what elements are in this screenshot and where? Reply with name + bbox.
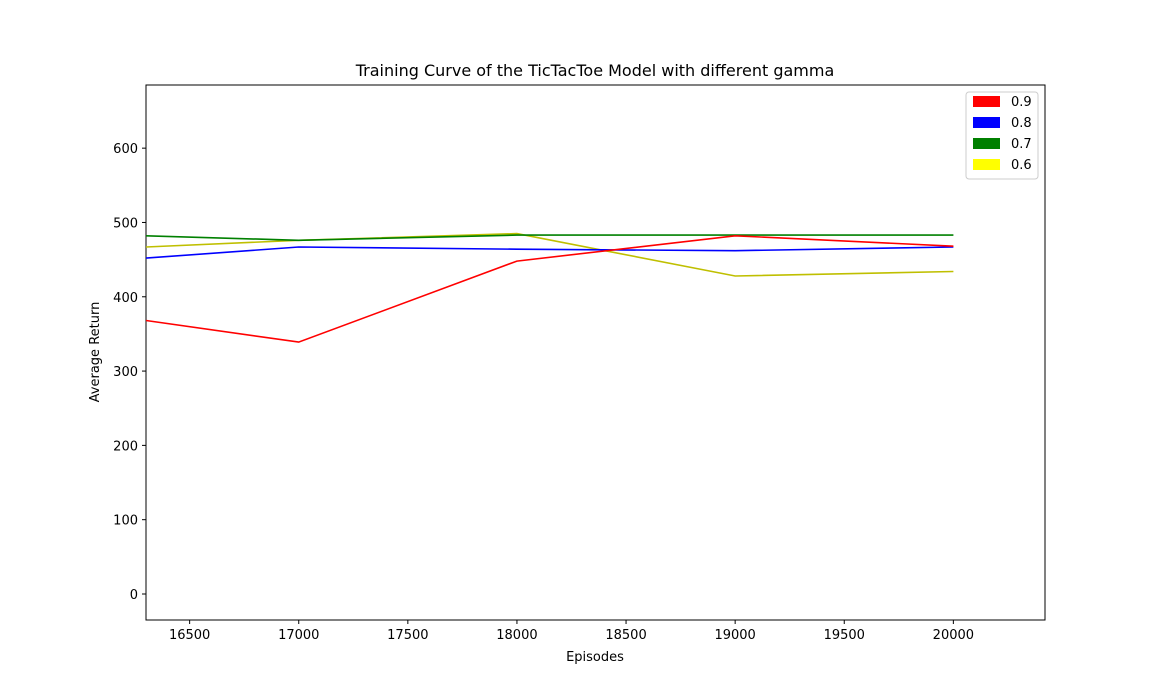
series-layer xyxy=(145,232,954,343)
x-tick-label: 18000 xyxy=(496,628,537,643)
series-line-0.7 xyxy=(145,234,954,242)
legend-label: 0.7 xyxy=(1011,137,1032,152)
x-axis-ticks: 16500 17000 17500 18000 18500 19000 19500 20000 xyxy=(169,620,974,643)
legend-box xyxy=(965,91,1039,180)
legend: 0.9 0.8 0.7 0.6 xyxy=(965,91,1039,180)
y-tick-label: 600 xyxy=(113,142,138,157)
y-tick-label: 200 xyxy=(113,439,138,454)
legend-label: 0.8 xyxy=(1011,116,1032,131)
legend-items: 0.9 0.8 0.7 0.6 xyxy=(973,95,1032,173)
chart-title: Training Curve of the TicTacToe Model wi… xyxy=(355,61,835,80)
x-tick-label: 16500 xyxy=(169,628,210,643)
legend-swatch xyxy=(973,96,1000,107)
series-line-0.6 xyxy=(145,232,954,277)
x-tick-label: 17000 xyxy=(278,628,319,643)
x-tick-label: 20000 xyxy=(933,628,974,643)
y-tick-label: 0 xyxy=(130,588,138,603)
legend-swatch xyxy=(973,159,1000,170)
plot-frame xyxy=(145,84,1046,621)
x-tick-label: 19500 xyxy=(824,628,865,643)
y-axis-label: Average Return xyxy=(88,302,103,403)
x-tick-label: 19000 xyxy=(714,628,755,643)
legend-label: 0.9 xyxy=(1011,95,1032,110)
y-axis-ticks: 0 100 200 300 400 500 600 xyxy=(113,142,146,603)
x-tick-label: 17500 xyxy=(387,628,428,643)
x-tick-label: 18500 xyxy=(605,628,646,643)
series-line-0.8 xyxy=(145,246,954,259)
y-tick-label: 400 xyxy=(113,291,138,306)
y-tick-label: 100 xyxy=(113,514,138,529)
y-tick-label: 500 xyxy=(113,216,138,231)
y-tick-label: 300 xyxy=(113,365,138,380)
x-axis-label: Episodes xyxy=(566,650,624,665)
plot-area xyxy=(145,84,1046,621)
legend-swatch xyxy=(973,117,1000,128)
series-line-0.9 xyxy=(145,234,954,343)
legend-label: 0.6 xyxy=(1011,158,1032,173)
legend-swatch xyxy=(973,138,1000,149)
